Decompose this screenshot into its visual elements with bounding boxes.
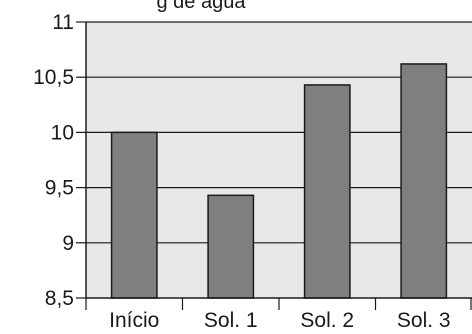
bar-3 — [303, 84, 351, 299]
bar-2 — [207, 194, 255, 299]
y-tick-label: 9,5 — [45, 177, 74, 200]
y-tick-labels: 8,5 9 9,5 10 10,5 11 — [33, 11, 74, 310]
bars — [110, 63, 448, 299]
y-tick-label: 11 — [52, 11, 74, 34]
bar-4 — [400, 63, 448, 299]
chart-title: g de água — [157, 0, 247, 13]
y-tick-label: 10,5 — [33, 66, 74, 89]
x-tick-labels: Início Sol. 1 Sol. 2 Sol. 3 — [109, 309, 450, 332]
x-tick-label: Sol. 2 — [300, 309, 354, 332]
y-tick-label: 10 — [51, 121, 74, 144]
axes — [76, 21, 472, 310]
x-tick-label: Início — [109, 309, 159, 332]
y-tick-label: 8,5 — [45, 287, 74, 310]
x-tick-label: Sol. 1 — [204, 309, 258, 332]
x-tick-label: Sol. 3 — [397, 309, 451, 332]
bar-1 — [110, 131, 158, 299]
y-tick-label: 9 — [62, 232, 74, 255]
